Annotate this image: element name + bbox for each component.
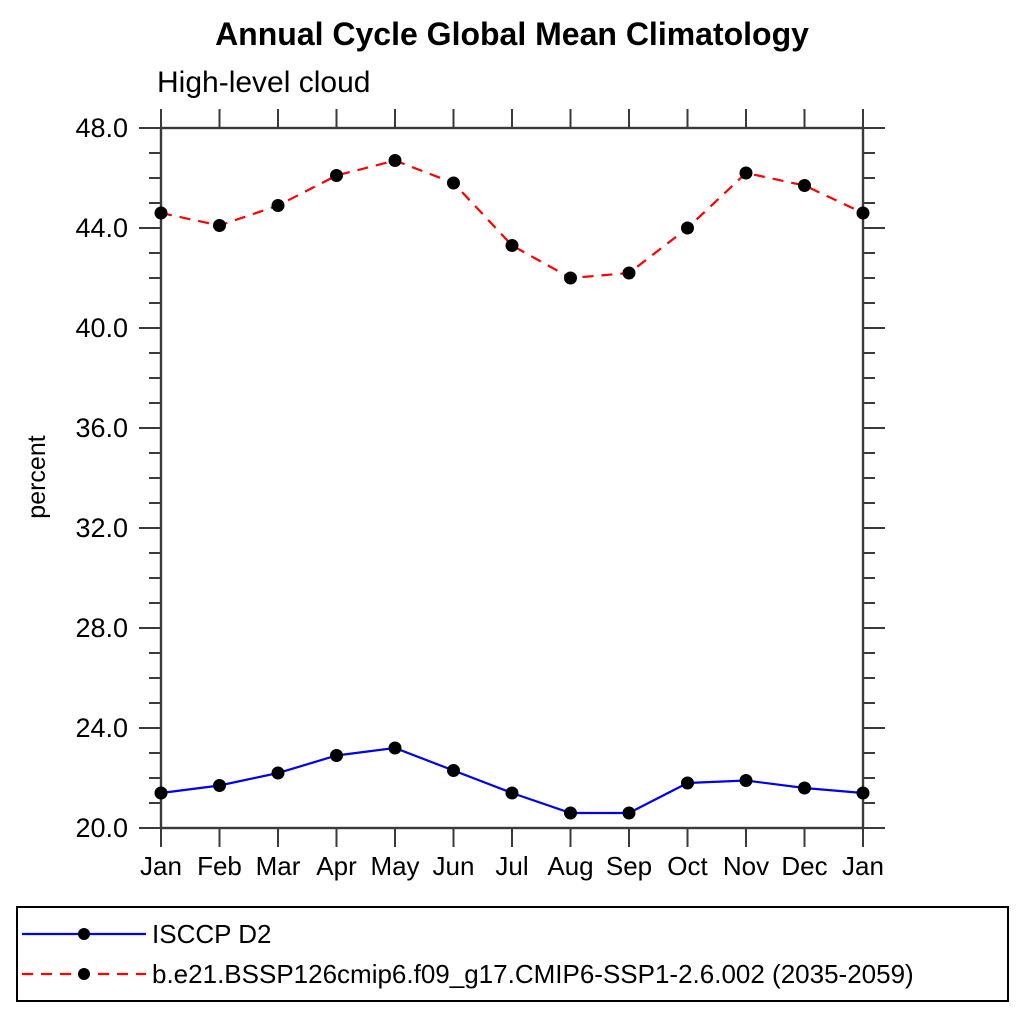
x-tick-label: Apr — [316, 851, 357, 881]
data-point-marker — [856, 206, 870, 220]
legend-label-isccp-d2: ISCCP D2 — [152, 918, 272, 949]
legend-marker — [78, 968, 90, 980]
data-point-marker — [388, 154, 402, 167]
x-tick-label: Dec — [781, 851, 827, 881]
legend-symbol-red-dashed-line — [22, 968, 146, 980]
chart-title: Annual Cycle Global Mean Climatology — [215, 16, 809, 52]
x-tick-label: Oct — [667, 851, 708, 881]
chart-subtitle: High-level cloud — [157, 66, 371, 99]
data-point-marker — [271, 766, 285, 780]
data-point-marker — [447, 176, 460, 190]
legend-item-isccp-d2: ISCCP D2 — [20, 914, 1007, 954]
y-tick-label: 20.0 — [75, 813, 128, 843]
data-point-marker — [798, 781, 811, 795]
data-point-marker — [505, 786, 519, 800]
series-line-0 — [160, 746, 864, 815]
y-tick-label: 24.0 — [75, 713, 128, 743]
legend-marker — [78, 928, 90, 940]
x-tick-label: Jan — [842, 851, 884, 881]
data-point-marker — [271, 199, 285, 212]
y-tick-label: 36.0 — [75, 413, 128, 443]
data-point-marker — [798, 179, 811, 192]
y-tick-label: 32.0 — [75, 513, 128, 543]
data-point-marker — [622, 806, 636, 820]
x-tick-label: Nov — [723, 851, 769, 881]
data-point-marker — [330, 749, 343, 762]
x-tick-label: Mar — [256, 851, 301, 881]
data-point-marker — [505, 239, 519, 252]
data-point-marker — [447, 764, 460, 777]
data-point-marker — [681, 776, 694, 790]
data-point-marker — [564, 806, 577, 820]
x-tick-label: Aug — [547, 851, 593, 881]
x-tick-label: Jul — [495, 851, 528, 881]
axis-box — [159, 126, 865, 830]
data-point-marker — [739, 166, 753, 180]
data-point-marker — [388, 741, 402, 755]
data-point-marker — [622, 266, 636, 280]
y-tick-label: 44.0 — [75, 213, 128, 243]
data-point-marker — [681, 221, 694, 235]
legend: ISCCP D2 b.e21.BSSP126cmip6.f09_g17.CMIP… — [16, 906, 1009, 1002]
legend-item-cmip6-ssp1: b.e21.BSSP126cmip6.f09_g17.CMIP6-SSP1-2.… — [20, 954, 1007, 994]
data-point-marker — [330, 169, 343, 182]
x-tick-label: Jun — [433, 851, 475, 881]
y-tick-label: 48.0 — [75, 113, 128, 143]
data-point-marker — [564, 271, 577, 285]
data-point-marker — [154, 786, 168, 800]
x-tick-label: May — [370, 851, 419, 881]
y-tick-label: 40.0 — [75, 313, 128, 343]
x-tick-label: Jan — [140, 851, 182, 881]
data-point-marker — [213, 219, 226, 232]
legend-label-cmip6-ssp1: b.e21.BSSP126cmip6.f09_g17.CMIP6-SSP1-2.… — [152, 958, 914, 989]
data-point-marker — [213, 779, 226, 792]
y-tick-label: 28.0 — [75, 613, 128, 643]
series-line-1 — [160, 159, 864, 280]
data-point-marker — [154, 206, 168, 220]
x-tick-label: Sep — [606, 851, 652, 881]
x-tick-label: Feb — [197, 851, 242, 881]
legend-symbol-blue-solid-line — [22, 928, 146, 940]
data-point-marker — [856, 786, 870, 800]
data-point-marker — [739, 774, 753, 787]
